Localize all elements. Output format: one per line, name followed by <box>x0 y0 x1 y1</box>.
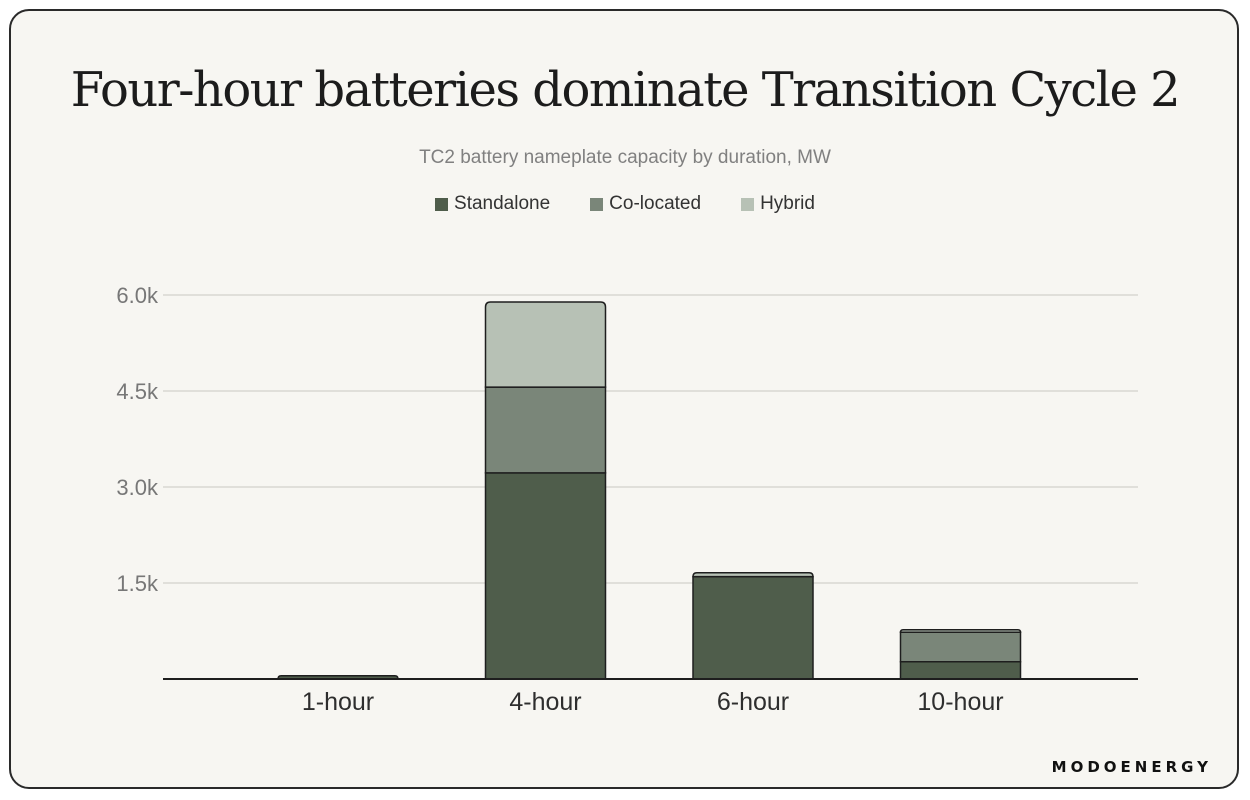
bar-4-hour-co-located <box>484 386 607 474</box>
bar-4-hour-standalone <box>484 472 607 680</box>
legend-item-standalone: Standalone <box>435 193 550 215</box>
legend-swatch-hybrid <box>741 197 755 211</box>
bar-10-hour-co-located <box>899 631 1022 663</box>
brand-logo: MODOENERGY <box>1051 758 1212 776</box>
legend-label-co-located: Co-located <box>609 193 702 214</box>
legend-swatch-standalone <box>435 197 449 211</box>
y-tick-label: 4.5k <box>116 379 159 404</box>
y-tick-label: 3.0k <box>116 475 159 500</box>
legend-item-hybrid: Hybrid <box>741 193 815 215</box>
chart-subtitle: TC2 battery nameplate capacity by durati… <box>419 147 831 168</box>
x-tick-label: 10-hour <box>917 688 1003 716</box>
legend-item-co-located: Co-located <box>590 193 701 215</box>
bar-4-hour-hybrid <box>484 301 607 388</box>
chart-legend: Standalone Co-located Hybrid <box>0 193 1250 215</box>
x-tick-label: 6-hour <box>717 688 789 716</box>
y-tick-label: 6.0k <box>116 283 159 308</box>
legend-swatch-co-located <box>590 197 604 211</box>
bar-10-hour-standalone <box>899 660 1022 680</box>
chart-card <box>9 9 1239 789</box>
y-tick-label: 1.5k <box>116 571 159 596</box>
legend-label-hybrid: Hybrid <box>760 193 815 214</box>
bar-6-hour-standalone <box>692 575 814 680</box>
bar-10-hour-hybrid <box>899 628 1022 634</box>
chart-title: Four-hour batteries dominate Transition … <box>70 62 1181 118</box>
x-tick-label: 4-hour <box>509 688 581 716</box>
bar-6-hour-hybrid <box>692 572 814 578</box>
x-tick-label: 1-hour <box>302 688 374 716</box>
legend-label-standalone: Standalone <box>454 193 551 214</box>
